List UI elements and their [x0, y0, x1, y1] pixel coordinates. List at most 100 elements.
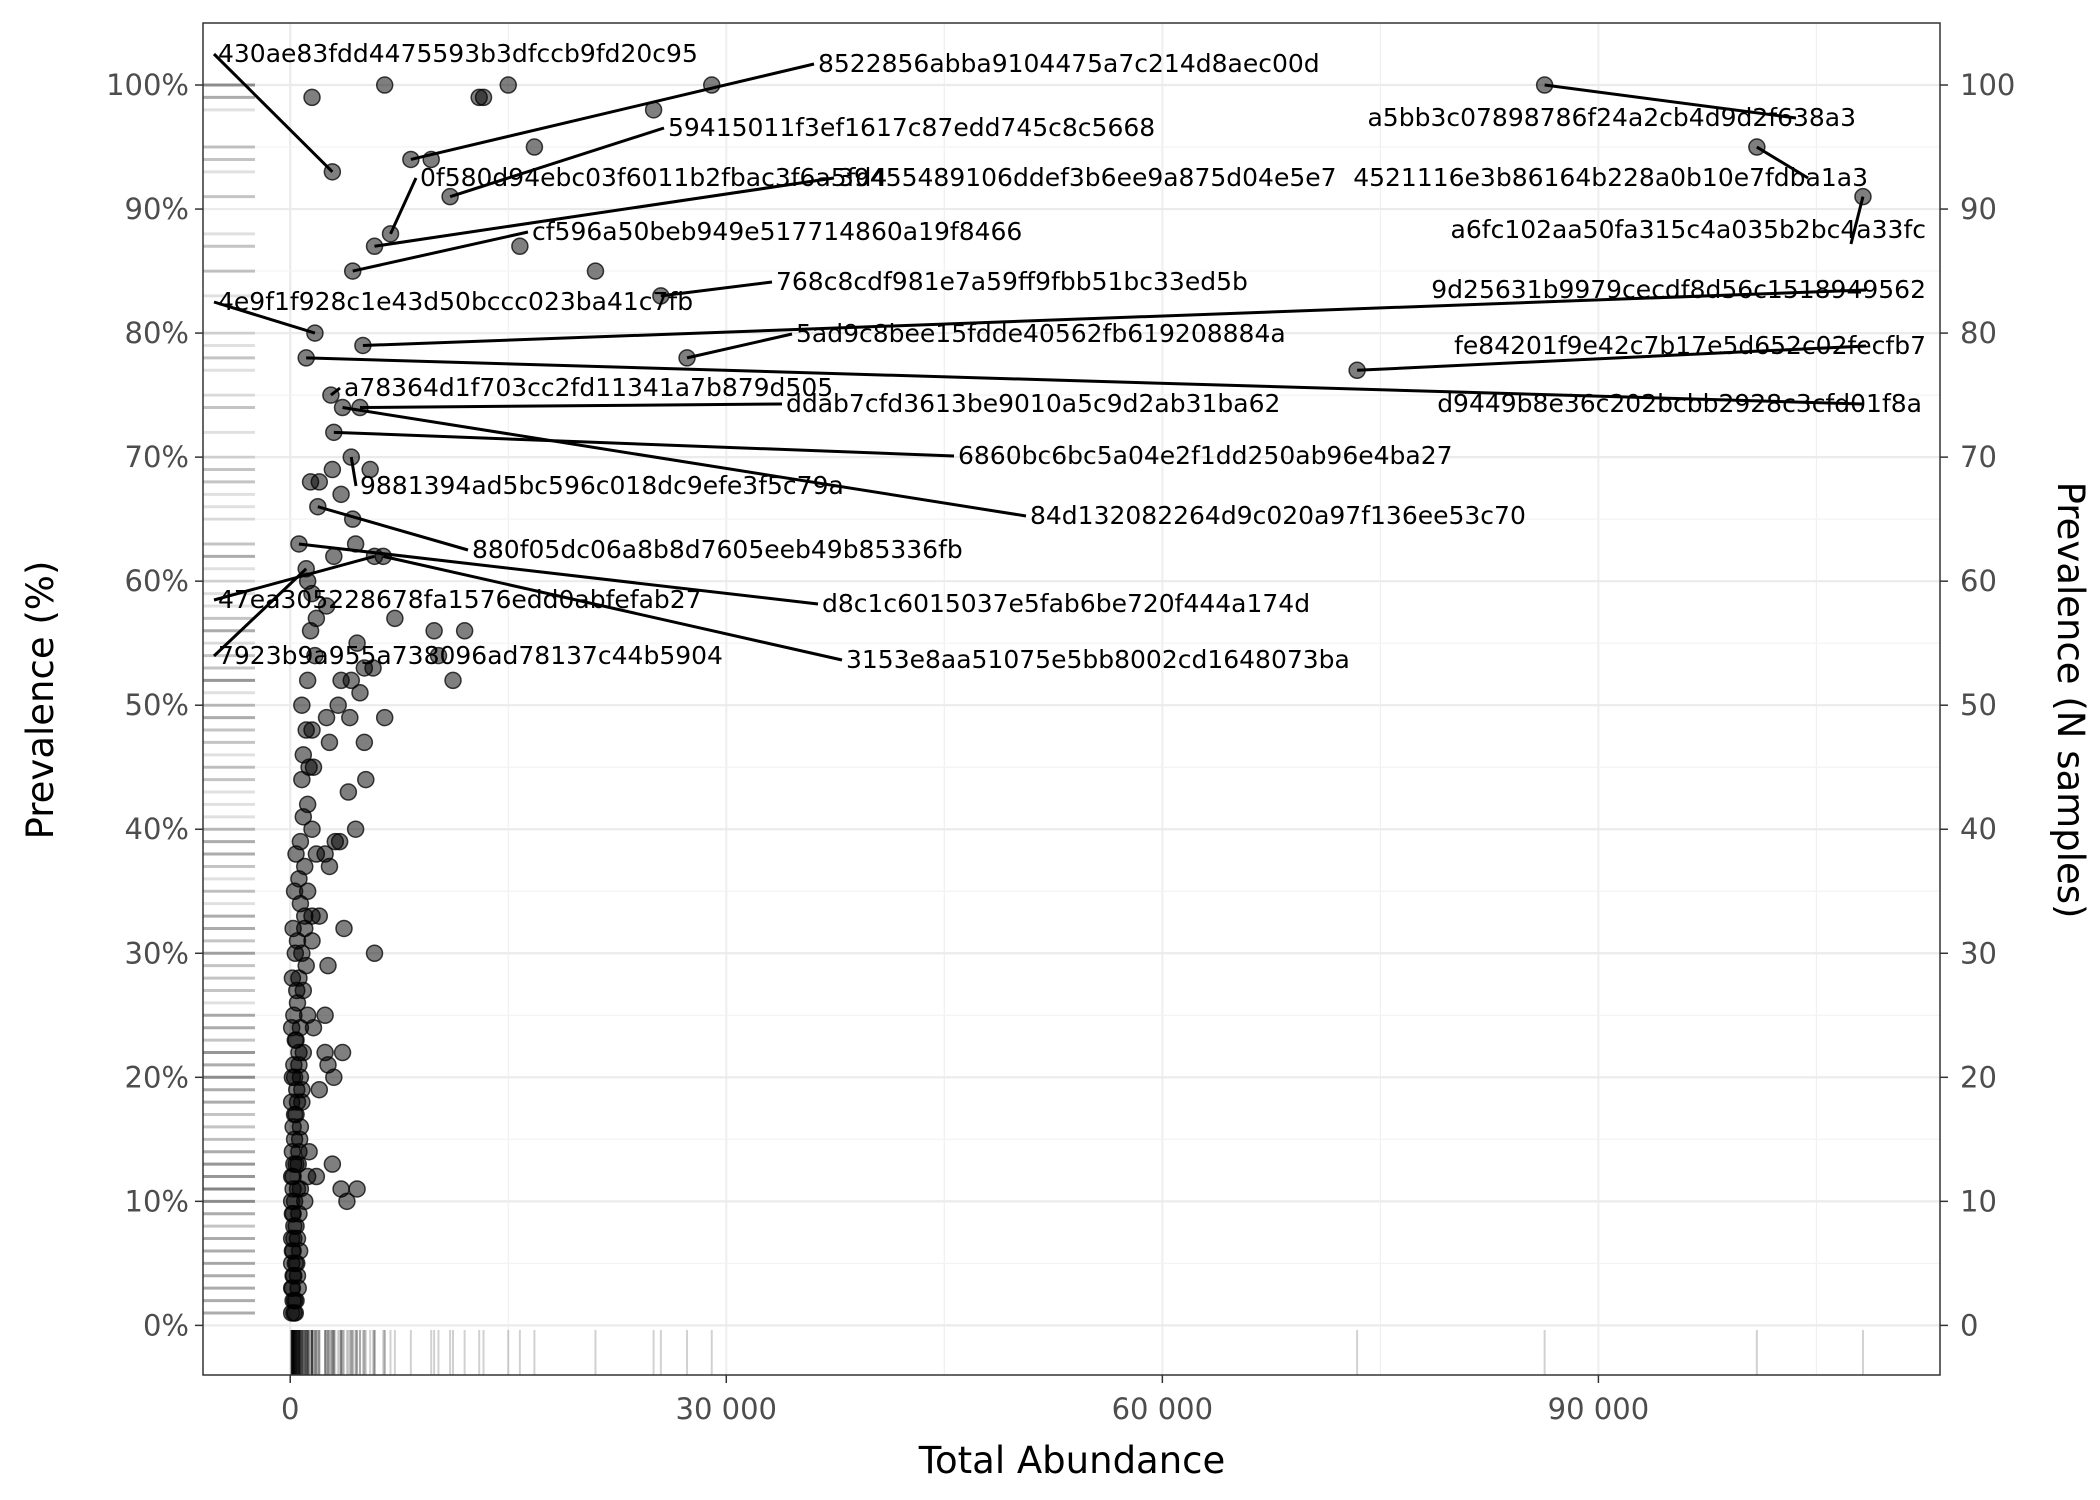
data-point — [374, 547, 392, 566]
y-left-tick-label: 80% — [125, 316, 189, 350]
data-point — [1535, 76, 1554, 94]
point-label: 430ae83fdd4475593b3dfccb9fd20c95 — [218, 39, 698, 68]
data-point — [348, 634, 366, 652]
data-point — [298, 671, 317, 690]
point-label: 0f580d94ebc03f6011b2fbac3f6a5fd4 — [420, 163, 887, 192]
data-point — [317, 597, 336, 615]
data-point — [455, 622, 474, 640]
data-point — [322, 386, 340, 404]
data-point — [1348, 361, 1366, 380]
data-point — [402, 150, 420, 169]
data-point — [332, 485, 350, 504]
y-left-tick-label: 90% — [125, 192, 189, 226]
data-point — [702, 76, 721, 94]
data-point — [361, 460, 379, 479]
data-point — [301, 622, 320, 640]
leader-line — [1544, 83, 1797, 120]
point-label: 5ad9c8bee15fdde40562fb619208884a — [796, 319, 1286, 348]
data-point — [678, 349, 696, 367]
data-point — [586, 262, 605, 280]
y-right-tick-label: 100 — [1960, 68, 2015, 102]
data-point — [289, 1155, 307, 1173]
data-point — [325, 423, 343, 442]
data-point — [303, 820, 321, 838]
leader-line — [342, 406, 1027, 518]
data-point — [422, 150, 440, 169]
x-tick-label: 90 000 — [1548, 1392, 1649, 1426]
point-label: 880f05dc06a8b8d7605eeb49b85336fb — [472, 535, 963, 564]
data-point — [329, 696, 347, 714]
data-point — [288, 1267, 307, 1285]
data-point — [323, 1155, 342, 1173]
data-point — [285, 882, 304, 901]
y-right-tick-label: 30 — [1960, 936, 1997, 970]
data-point — [511, 237, 529, 256]
point-label: 47ea305228678fa1576edd0abfefab27 — [218, 585, 702, 614]
data-point — [287, 845, 305, 863]
data-point — [346, 820, 365, 838]
point-label: 768c8cdf981e7a59ff9fbb51bc33ed5b — [776, 267, 1248, 296]
data-point — [444, 671, 462, 690]
data-point — [306, 324, 324, 342]
data-point — [290, 1205, 308, 1223]
y-axis-title-left: Prevalence (%) — [19, 561, 62, 840]
leader-line — [449, 126, 665, 199]
data-point — [290, 1043, 308, 1062]
data-point — [339, 783, 358, 801]
data-point — [293, 1093, 311, 1111]
data-point — [320, 733, 339, 752]
data-point — [333, 398, 352, 417]
data-point — [386, 609, 404, 628]
point-label: 7923b9a955a738096ad78137c44b5904 — [218, 641, 723, 670]
data-point — [297, 721, 315, 739]
data-point — [306, 646, 324, 665]
point-label: 3153e8aa51075e5bb8002cd1648073ba — [846, 645, 1350, 674]
x-tick-label: 0 — [281, 1392, 299, 1426]
y-axis-title-right: Prevalence (N samples) — [2049, 482, 2092, 919]
y-left-tick-label: 30% — [125, 936, 189, 970]
data-point — [330, 832, 349, 851]
y-left-tick-label: 20% — [125, 1060, 189, 1094]
leader-line — [213, 300, 316, 335]
leader-line — [333, 430, 955, 458]
data-point — [351, 684, 369, 702]
y-right-tick-label: 90 — [1960, 192, 1997, 226]
data-point — [381, 225, 400, 243]
data-point — [297, 349, 315, 367]
data-point — [338, 1192, 356, 1211]
rug-marks — [203, 83, 1864, 1375]
y-left-tick-label: 50% — [125, 688, 189, 722]
data-point — [364, 659, 382, 677]
data-point — [365, 237, 384, 256]
leader-line — [374, 176, 835, 248]
data-point — [525, 138, 544, 156]
data-point — [343, 510, 362, 528]
y-left-tick-label: 60% — [125, 564, 189, 598]
data-points — [282, 76, 1872, 1322]
y-right-tick-label: 0 — [1960, 1308, 1978, 1342]
point-labels: 430ae83fdd4475593b3dfccb9fd20c95 8522856a… — [218, 39, 1926, 674]
point-label: 9d25631b9979cecdf8d56c1518949562 — [1431, 275, 1926, 304]
data-point — [1748, 138, 1766, 156]
data-point — [474, 88, 493, 107]
leader-line — [410, 62, 815, 161]
axes: 0 30 000 60 000 90 000 0% 10% 20% 30% 40% 50% 60% 7… — [106, 68, 2015, 1426]
point-label: 9881394ad5bc596c018dc9efe3f5c79a — [360, 471, 844, 500]
y-left-tick-label: 0% — [143, 1308, 189, 1342]
point-label: ddab7cfd3613be9010a5c9d2ab31ba62 — [786, 389, 1280, 418]
y-right-tick-label: 10 — [1960, 1184, 1997, 1218]
leader-line — [359, 402, 783, 410]
x-axis-title: Total Abundance — [918, 1439, 1226, 1482]
data-point — [335, 919, 353, 938]
point-label: d9449b8e36c202bcbb2928c3cfd01f8a — [1437, 389, 1922, 418]
data-point — [291, 1068, 310, 1087]
y-left-tick-label: 40% — [125, 812, 189, 846]
data-point — [288, 981, 306, 1000]
y-left-tick-label: 10% — [125, 1184, 189, 1218]
data-point — [320, 857, 339, 876]
data-point — [323, 460, 342, 479]
data-point — [285, 1304, 303, 1322]
data-point — [355, 733, 374, 752]
data-point — [652, 287, 670, 305]
